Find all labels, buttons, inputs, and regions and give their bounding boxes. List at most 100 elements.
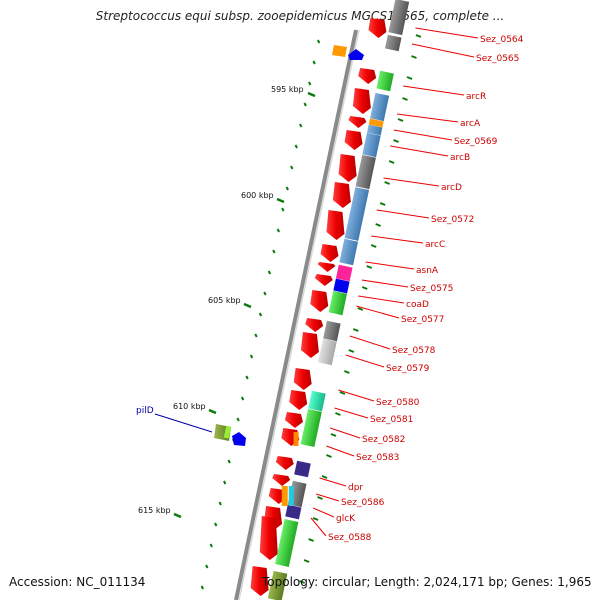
gene-arrow-red[interactable]	[358, 68, 377, 84]
minor-tick	[326, 454, 332, 458]
gene-label[interactable]: Sez_0564	[480, 35, 524, 45]
gene-label[interactable]: Sez_0575	[410, 284, 453, 294]
gene-box[interactable]	[355, 154, 376, 190]
gene-label[interactable]: glcK	[336, 514, 356, 524]
minor-tick	[285, 186, 289, 191]
gene-label[interactable]: arcC	[425, 240, 445, 250]
gene-label[interactable]: Sez_0572	[431, 215, 474, 225]
kbp-label: 595 kbp	[271, 85, 304, 94]
gene-box[interactable]	[285, 504, 302, 520]
kbp-major-tick	[307, 91, 316, 98]
pilD-feature[interactable]: pilD	[136, 406, 246, 446]
gene-label[interactable]: Sez_0583	[356, 453, 399, 463]
gene-label-leader	[312, 507, 335, 518]
gene-label[interactable]: Sez_0581	[370, 415, 413, 425]
minor-tick	[249, 354, 254, 359]
gene-box[interactable]	[328, 290, 347, 316]
minor-tick	[254, 333, 258, 338]
gene-label[interactable]: arcR	[466, 92, 486, 102]
gene-label[interactable]: asnA	[416, 266, 439, 276]
gene-arrow-red[interactable]	[310, 290, 329, 312]
gene-label[interactable]: Sez_0565	[476, 54, 519, 64]
gene-box[interactable]	[370, 92, 390, 122]
gene-label[interactable]: Sez_0577	[401, 315, 444, 325]
gene-label[interactable]: Sez_0569	[454, 137, 498, 147]
minor-tick	[245, 375, 249, 380]
gene-arrow-red[interactable]	[338, 154, 357, 182]
gene-label[interactable]: Sez_0586	[341, 498, 385, 508]
gene-arrow-red[interactable]	[293, 368, 312, 390]
minor-tick	[281, 207, 285, 212]
blue-gene-arrow[interactable]	[348, 49, 364, 60]
gene-arrow-red[interactable]	[289, 390, 308, 410]
gene-box[interactable]	[362, 132, 381, 158]
minor-tick	[205, 564, 209, 569]
gene-label[interactable]: Sez_0582	[362, 435, 405, 445]
gene-label-leader	[365, 261, 415, 270]
gene-arrow-red[interactable]	[305, 318, 324, 332]
gene-box[interactable]	[344, 187, 370, 241]
minor-tick	[303, 559, 310, 563]
pilD-label[interactable]: pilD	[136, 406, 154, 416]
gene-arrow-red[interactable]	[320, 244, 339, 262]
gene-box[interactable]	[376, 70, 394, 92]
gene-box[interactable]	[368, 118, 384, 128]
gene-label[interactable]: coaD	[406, 300, 429, 310]
gene-arrow-red[interactable]	[326, 210, 345, 240]
gene-label-leader	[371, 235, 424, 244]
gene-label[interactable]: Sez_0588	[328, 533, 372, 543]
gene-label[interactable]: dpr	[348, 483, 363, 493]
minor-tick	[343, 370, 350, 374]
gene-label[interactable]: arcD	[441, 183, 462, 193]
gene-box[interactable]	[335, 264, 353, 282]
gene-box[interactable]	[318, 338, 337, 366]
gene-arrow-red[interactable]	[284, 412, 303, 428]
gene-label-leader	[330, 427, 361, 439]
gene-box[interactable]	[294, 460, 311, 478]
gene-arrow-red[interactable]	[314, 274, 333, 286]
gene-arrow-red[interactable]	[348, 116, 367, 128]
gene-box[interactable]	[323, 320, 341, 342]
gene-box[interactable]	[275, 519, 299, 567]
gene-box[interactable]	[367, 124, 383, 136]
gene-box[interactable]	[300, 408, 322, 448]
kbp-label: 605 kbp	[208, 296, 241, 305]
gene-label[interactable]: arcA	[460, 119, 481, 129]
gene-arrow-red[interactable]	[352, 88, 371, 114]
gene-box[interactable]	[333, 278, 350, 294]
gene-label[interactable]: Sez_0579	[386, 364, 430, 374]
gene-box[interactable]	[339, 238, 359, 266]
gene-label[interactable]: Sez_0580	[376, 398, 420, 408]
orange-gene-box[interactable]	[332, 45, 347, 57]
gene-box[interactable]	[267, 570, 288, 600]
gene-arrow-red[interactable]	[332, 182, 351, 208]
gene-arrow-red[interactable]	[368, 18, 387, 38]
gene-label-leader	[349, 335, 391, 350]
pilD-blue-arrow[interactable]	[232, 432, 246, 446]
minor-tick	[361, 286, 368, 290]
gene-label[interactable]: Sez_0578	[392, 346, 436, 356]
gene-arrow-red[interactable]	[344, 130, 363, 150]
gene-arrow-red[interactable]	[300, 332, 319, 358]
gene-label-leader	[415, 27, 479, 39]
minor-tick	[294, 144, 298, 149]
gene-box[interactable]	[388, 0, 410, 36]
kbp-scale: 595 kbp 600 kbp 605 kbp 610 kbp 615 kbp	[138, 85, 316, 519]
gene-label-leader	[356, 305, 400, 319]
gene-label[interactable]: arcB	[450, 153, 470, 163]
pilD-leader	[154, 413, 213, 433]
pilD-gene-band	[223, 425, 232, 439]
gene-box[interactable]	[308, 390, 326, 412]
gene-arrow-red[interactable]	[259, 516, 278, 560]
gene-arrow-red[interactable]	[317, 262, 336, 272]
gene-label-leader	[319, 477, 347, 487]
gene-label-leader	[361, 279, 409, 288]
gene-box[interactable]	[384, 34, 402, 52]
gene-label-leader	[310, 517, 327, 537]
minor-tick	[339, 391, 346, 395]
gene-arrow-red[interactable]	[272, 474, 291, 486]
minor-tick	[402, 97, 408, 101]
gene-arrow-red[interactable]	[250, 566, 269, 596]
gene-arrow-red[interactable]	[275, 456, 294, 470]
